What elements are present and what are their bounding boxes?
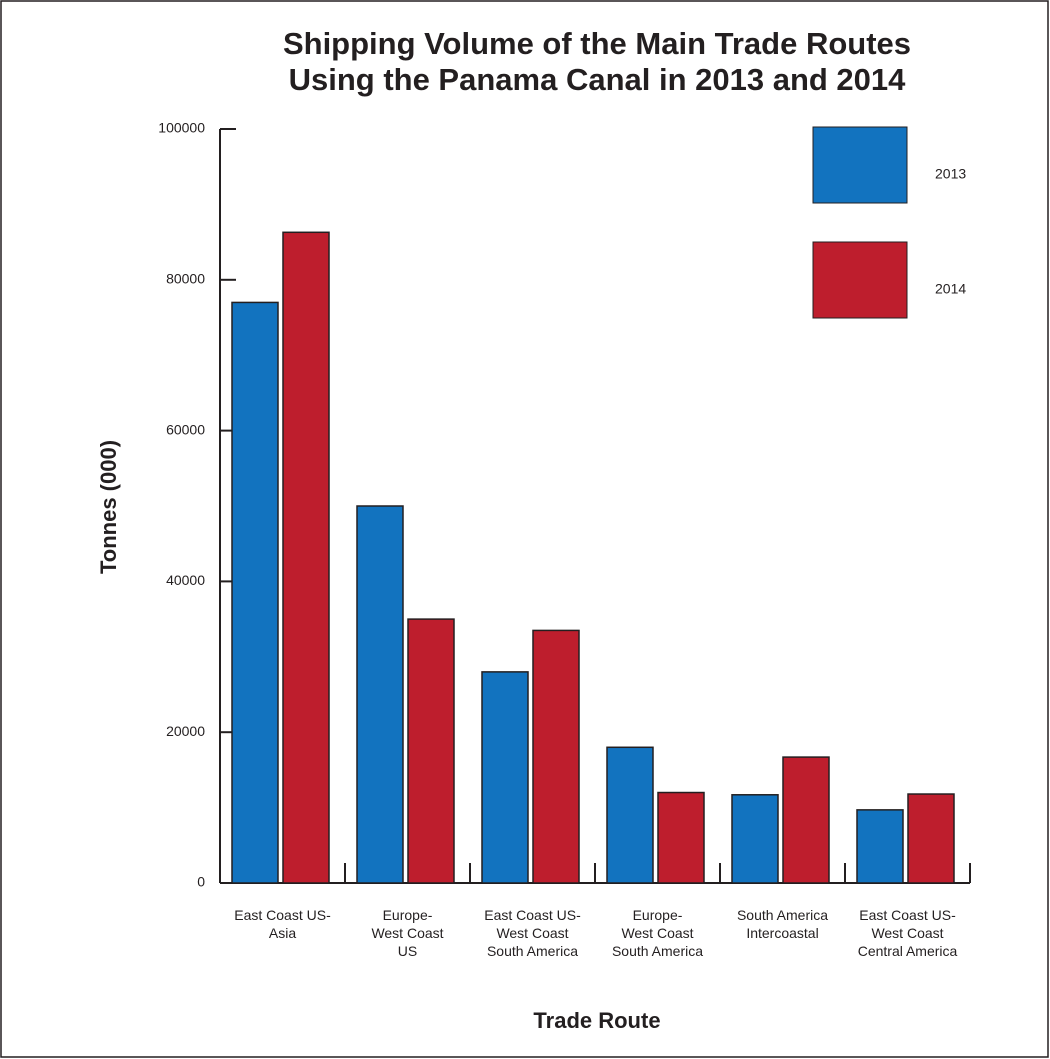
bar [606, 746, 654, 884]
x-axis-title: Trade Route [533, 1008, 660, 1033]
x-tick-label: East Coast US- Asia [234, 907, 331, 941]
bar [532, 629, 580, 884]
bar [907, 793, 955, 884]
bar [856, 809, 904, 884]
x-tick-label: East Coast US- West Coast South America [484, 907, 581, 959]
x-tick-label: Europe- West Coast South America [611, 907, 704, 959]
x-tick-label: East Coast US- West Coast Central Americ… [857, 907, 958, 959]
bar [731, 794, 779, 884]
legend-label: 2014 [935, 281, 966, 297]
y-tick-label: 100000 [158, 120, 205, 136]
bar [282, 231, 330, 884]
bar [657, 791, 705, 884]
bar [356, 505, 404, 884]
y-tick-label: 0 [197, 874, 205, 890]
bar [231, 301, 279, 884]
legend-label: 2013 [935, 166, 966, 182]
chart-title: Shipping Volume of the Main Trade Routes… [282, 26, 912, 97]
y-tick-label: 20000 [166, 723, 205, 739]
y-tick-label: 40000 [166, 572, 205, 588]
bar [481, 671, 529, 884]
legend-swatch [812, 241, 908, 319]
y-axis-title: Tonnes (000) [96, 440, 121, 574]
bar [407, 618, 455, 884]
bar [782, 756, 830, 884]
legend-swatch [812, 126, 908, 204]
y-tick-label: 80000 [166, 271, 205, 287]
x-tick-label: Europe- West Coast US [371, 907, 444, 959]
y-tick-label: 60000 [166, 421, 205, 437]
x-tick-label: South America Intercoastal [736, 907, 829, 941]
